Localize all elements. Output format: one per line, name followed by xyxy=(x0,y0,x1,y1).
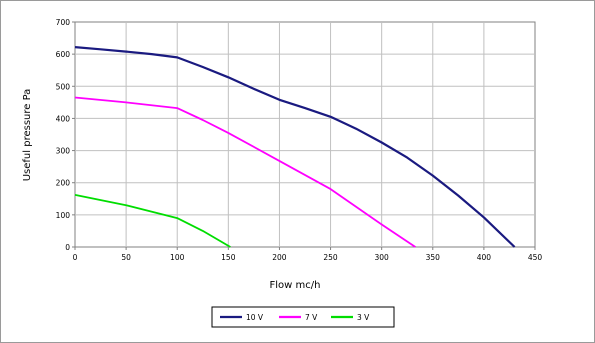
x-tick-label: 300 xyxy=(375,253,390,262)
legend-label: 3 V xyxy=(357,313,370,322)
x-tick-label: 150 xyxy=(221,253,236,262)
legend-box xyxy=(211,306,395,328)
x-tick-label: 450 xyxy=(528,253,543,262)
x-tick-labels: 0 50 100 150 200 250 300 350 400 450 xyxy=(73,247,543,262)
series-line-7v xyxy=(74,96,416,248)
y-tick-label: 600 xyxy=(56,50,71,59)
x-axis-label: Flow mc/h xyxy=(270,280,321,291)
y-axis-label: Useful pressure Pa xyxy=(22,89,33,182)
x-tick-label: 100 xyxy=(170,253,185,262)
legend-label: 7 V xyxy=(305,313,318,322)
y-tick-label: 300 xyxy=(56,147,71,156)
y-tick-label: 700 xyxy=(56,18,71,27)
legend: 10 V 7 V 3 V xyxy=(220,313,370,322)
x-tick-label: 50 xyxy=(121,253,131,262)
x-tick-label: 200 xyxy=(272,253,287,262)
y-tick-label: 0 xyxy=(65,243,70,252)
series-line-10v xyxy=(74,46,516,248)
plot-area xyxy=(74,21,536,248)
series-line-3v xyxy=(74,194,231,248)
y-tick-label: 100 xyxy=(56,211,71,220)
y-tick-label: 500 xyxy=(56,82,71,91)
y-tick-label: 200 xyxy=(56,179,71,188)
x-tick-label: 400 xyxy=(477,253,492,262)
x-tick-label: 0 xyxy=(73,253,78,262)
x-tick-label: 350 xyxy=(426,253,441,262)
y-tick-labels: 0 100 200 300 400 500 600 700 xyxy=(56,18,75,252)
y-tick-label: 400 xyxy=(56,114,71,123)
series-group xyxy=(74,46,516,248)
x-tick-label: 250 xyxy=(323,253,338,262)
legend-label: 10 V xyxy=(246,313,264,322)
